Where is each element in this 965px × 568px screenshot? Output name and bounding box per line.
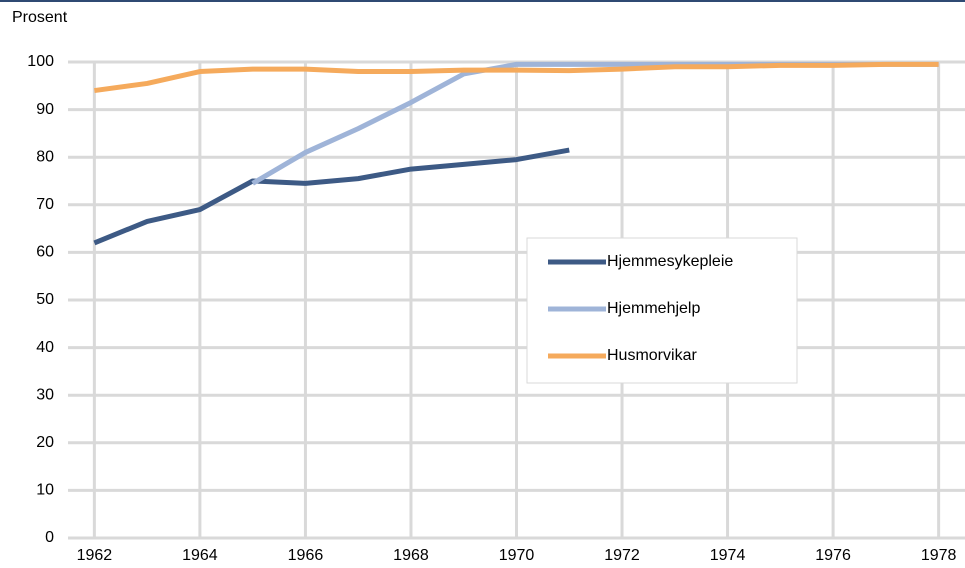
legend-label: Husmorvikar — [607, 347, 697, 364]
x-tick-label: 1978 — [921, 547, 957, 564]
y-tick-label: 100 — [27, 53, 54, 70]
y-tick-label: 30 — [36, 386, 54, 403]
y-tick-label: 0 — [45, 529, 54, 546]
x-tick-label: 1976 — [815, 547, 851, 564]
x-tick-label: 1964 — [182, 547, 218, 564]
grid — [68, 60, 965, 540]
series-line — [251, 61, 939, 186]
x-tick-label: 1968 — [393, 547, 429, 564]
y-tick-label: 40 — [36, 339, 54, 356]
series-line — [93, 147, 570, 246]
y-tick-label: 70 — [36, 196, 54, 213]
x-tick-label: 1962 — [77, 547, 113, 564]
y-tick-label: 20 — [36, 434, 54, 451]
legend-label: Hjemmehjelp — [607, 300, 700, 317]
y-tick-label: 80 — [36, 148, 54, 165]
y-axis-label: Prosent — [12, 9, 68, 26]
x-tick-label: 1972 — [604, 547, 640, 564]
x-tick-label: 1974 — [710, 547, 746, 564]
legend-label: Hjemmesykepleie — [607, 253, 733, 270]
series-line — [94, 61, 939, 94]
y-tick-label: 50 — [36, 291, 54, 308]
y-tick-label: 10 — [36, 482, 54, 499]
x-tick-label: 1970 — [499, 547, 535, 564]
lines — [93, 61, 939, 246]
y-tick-label: 60 — [36, 244, 54, 261]
y-tick-label: 90 — [36, 101, 54, 118]
x-tick-label: 1966 — [288, 547, 324, 564]
